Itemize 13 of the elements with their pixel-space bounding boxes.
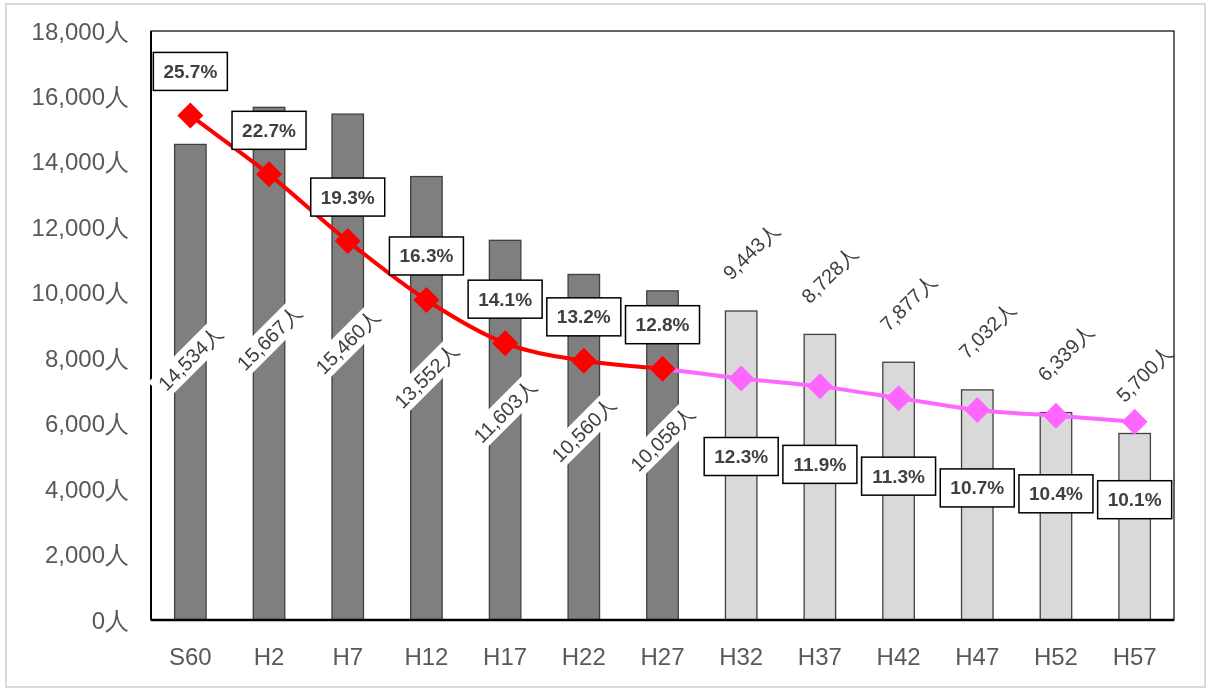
data-label: 12.3% (714, 446, 769, 468)
data-label: 19.3% (320, 186, 375, 208)
data-label: 14.1% (478, 288, 533, 310)
data-label: 12.8% (635, 314, 690, 336)
data-label: 11.9% (793, 453, 847, 475)
data-label: 10.1% (1107, 489, 1162, 511)
data-label: 11.3% (872, 465, 926, 487)
data-label: 10.7% (950, 477, 1005, 499)
data-label: 16.3% (399, 245, 454, 267)
data-label: 10.4% (1029, 483, 1083, 505)
data-label: 13.2% (556, 306, 611, 328)
data-label: 22.7% (242, 119, 297, 141)
data-label: 25.7% (163, 60, 218, 82)
